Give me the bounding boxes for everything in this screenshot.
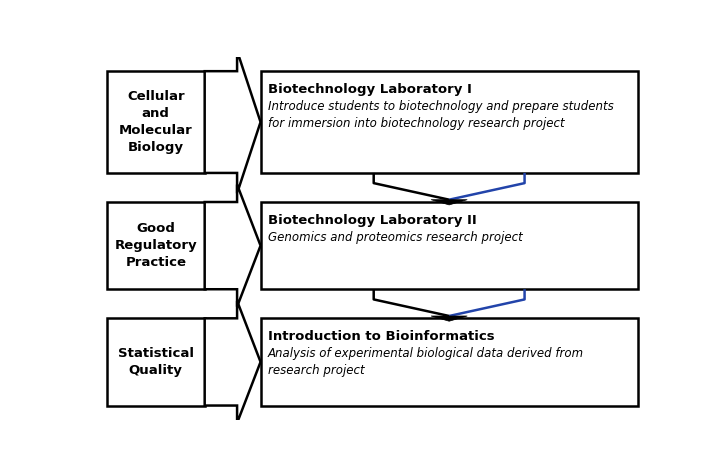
Text: Introduction to Bioinformatics: Introduction to Bioinformatics — [267, 330, 495, 343]
Bar — [260, 318, 638, 405]
Polygon shape — [205, 301, 260, 423]
Text: Cellular
and
Molecular
Biology: Cellular and Molecular Biology — [119, 90, 193, 154]
Text: Biotechnology Laboratory I: Biotechnology Laboratory I — [267, 83, 472, 96]
Bar — [107, 202, 205, 289]
Text: Statistical
Quality: Statistical Quality — [118, 347, 194, 377]
Text: Analysis of experimental biological data derived from
research project: Analysis of experimental biological data… — [267, 347, 584, 378]
Text: Genomics and proteomics research project: Genomics and proteomics research project — [267, 231, 523, 244]
Bar — [107, 318, 205, 405]
Polygon shape — [431, 316, 467, 321]
Polygon shape — [431, 200, 467, 205]
Polygon shape — [205, 51, 260, 194]
Text: Introduce students to biotechnology and prepare students
for immersion into biot: Introduce students to biotechnology and … — [267, 100, 614, 130]
Bar — [260, 71, 638, 173]
Bar — [260, 202, 638, 289]
Bar — [107, 71, 205, 173]
Text: Biotechnology Laboratory II: Biotechnology Laboratory II — [267, 214, 477, 227]
Polygon shape — [205, 185, 260, 307]
Text: Good
Regulatory
Practice: Good Regulatory Practice — [115, 222, 197, 269]
